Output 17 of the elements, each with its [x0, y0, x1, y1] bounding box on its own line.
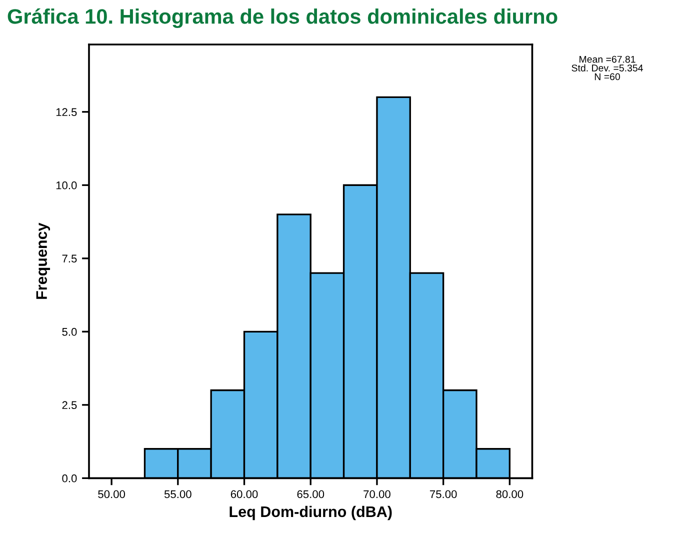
- y-axis-title: Frequency: [36, 222, 50, 299]
- x-tick-label: 80.00: [496, 490, 524, 498]
- x-tick-label: 50.00: [98, 490, 126, 498]
- x-tick-label: 55.00: [164, 490, 192, 498]
- x-tick-label: 75.00: [430, 490, 457, 498]
- x-axis-title: Leq Dom-diurno (dBA): [230, 506, 392, 520]
- x-tick-label: 65.00: [297, 490, 324, 498]
- x-tick-label: 60.00: [230, 490, 258, 498]
- y-tick-label: 5.0: [62, 328, 77, 336]
- y-tick-label: 0.0: [62, 474, 77, 482]
- y-tick-label: 2.5: [62, 401, 77, 410]
- text: Mean =67.81 Std. Dev. =5.354 N =60: [572, 56, 643, 80]
- y-tick-label: 12.5: [56, 108, 77, 116]
- y-tick-label: 7.5: [62, 254, 77, 263]
- y-tick-label: 10.0: [56, 181, 77, 190]
- x-tick-label: 70.00: [364, 490, 390, 498]
- chart-title: Gráfica 10. Histograma de los datos dominicales diurno: [8, 8, 558, 28]
